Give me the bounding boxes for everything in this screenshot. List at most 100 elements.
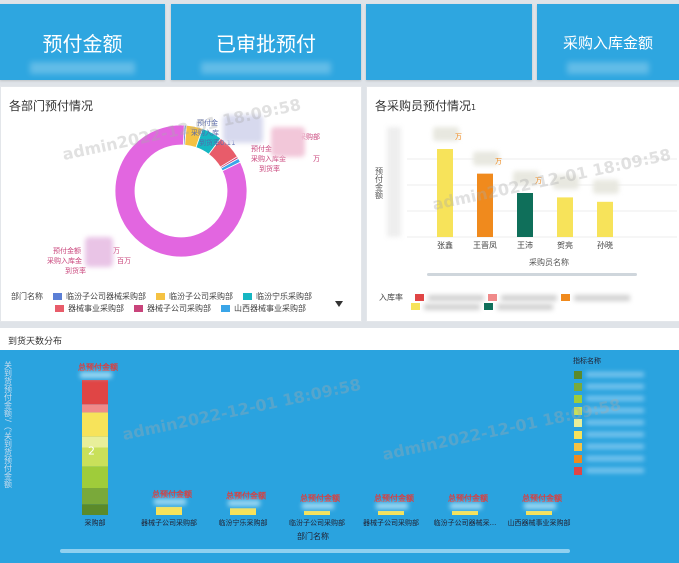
- blurred-data-value: [154, 498, 186, 505]
- blurred-y-ticks: [387, 127, 401, 237]
- legend-swatch-icon: [574, 395, 582, 403]
- data-label: 总预付金额: [448, 493, 488, 503]
- blurred-data-value: [302, 502, 334, 509]
- arrival-days-stacked-chart[interactable]: 2总预付金额采购部总预付金额器械子公司采购部总预付金额临汾宁乐采购部总预付金额临…: [0, 351, 679, 563]
- bar-segment[interactable]: [82, 404, 108, 413]
- panel-title: 到货天数分布: [8, 337, 63, 347]
- donut-slice[interactable]: [114, 124, 248, 258]
- x-tick-label: 王沛: [517, 240, 533, 250]
- legend-item-blurred[interactable]: [586, 408, 644, 413]
- bar[interactable]: [230, 508, 256, 515]
- arrival-days-header: 到货天数分布: [0, 328, 679, 350]
- legend-item-blurred[interactable]: [586, 468, 644, 473]
- tooltip-bottom-val2: 百万: [117, 257, 131, 265]
- legend-swatch-icon: [156, 293, 165, 300]
- bar[interactable]: [452, 511, 478, 515]
- bar[interactable]: [378, 511, 404, 515]
- blurred-data-value: [450, 503, 482, 509]
- data-label: 总预付金额: [300, 493, 340, 503]
- tooltip-right-line1: 预付金: [251, 144, 272, 153]
- bar-segment[interactable]: [82, 436, 108, 448]
- stock-rate-legend: 入库率: [379, 292, 630, 303]
- data-label: 总预付金额: [78, 362, 118, 372]
- tooltip-top-line3: 到货率0.11: [199, 138, 236, 147]
- legend-swatch-icon: [574, 431, 582, 439]
- bar[interactable]: [437, 149, 453, 237]
- blurred-data-value: [80, 372, 112, 378]
- panel-title-suffix: 1: [471, 103, 477, 112]
- blurred-tooltip: [271, 127, 305, 157]
- panel-title: 各部门预付情况: [9, 99, 94, 113]
- tooltip-bottom-val1: 万: [113, 247, 120, 255]
- legend-swatch-icon: [484, 303, 493, 310]
- dept-prepay-panel: 各部门预付情况 预付金 采购入库 到货率0.11 采购部 预付金 万 采购入库金…: [0, 86, 362, 322]
- blurred-data-value: [376, 503, 408, 509]
- kpi-prepay-amount[interactable]: 预付金额: [0, 4, 165, 80]
- legend-item-blurred[interactable]: [586, 456, 644, 461]
- legend-item[interactable]: 山西器械事业采购部: [234, 304, 306, 313]
- legend-item-blurred: [497, 303, 553, 310]
- dept-prepay-donut[interactable]: 预付金 采购入库 到货率0.11 采购部 预付金 万 采购入库金 万 到货率 预…: [1, 87, 361, 321]
- kpi-value-blurred: [567, 62, 649, 74]
- legend-swatch-icon: [55, 305, 64, 312]
- legend-swatch-icon: [574, 407, 582, 415]
- x-tick-label: 张鑫: [437, 240, 453, 250]
- legend-item-blurred[interactable]: [586, 384, 644, 389]
- tooltip-right-line2: 采购入库金: [251, 154, 286, 163]
- legend-item[interactable]: 临汾宁乐采购部: [256, 292, 312, 301]
- bar-segment[interactable]: [82, 412, 108, 437]
- kpi-blank[interactable]: [366, 4, 532, 80]
- legend-swatch-icon: [221, 305, 230, 312]
- legend-item[interactable]: 器械事业采购部: [68, 304, 124, 313]
- bar[interactable]: [477, 173, 493, 237]
- legend-swatch-icon: [243, 293, 252, 300]
- bar-segment[interactable]: [82, 504, 108, 515]
- bar[interactable]: [526, 511, 552, 515]
- legend-item[interactable]: 临汾子公司器械采购部: [66, 292, 146, 301]
- tooltip-right-val2: 万: [313, 155, 320, 163]
- bar[interactable]: [156, 506, 182, 515]
- legend-item-blurred[interactable]: [586, 432, 644, 437]
- data-label: 万: [455, 133, 462, 141]
- bar[interactable]: [557, 197, 573, 237]
- tooltip-top-line2: 采购入库: [191, 128, 219, 137]
- tooltip-bottom-line3: 到货率: [65, 266, 86, 275]
- stock-rate-legend-row2: [411, 303, 553, 310]
- legend-item-blurred[interactable]: [586, 396, 644, 401]
- blurred-tooltip: [85, 237, 113, 267]
- legend-item-blurred: [501, 294, 557, 301]
- legend-swatch-icon: [411, 303, 420, 310]
- bar[interactable]: [517, 193, 533, 237]
- bar[interactable]: [597, 201, 613, 237]
- legend-item-blurred[interactable]: [586, 420, 644, 425]
- legend-scroll-down-icon[interactable]: [335, 301, 343, 307]
- bar-segment[interactable]: [82, 466, 108, 488]
- data-label: 万: [495, 158, 502, 166]
- kpi-purchase-stock-amount[interactable]: 采购入库金额: [537, 4, 679, 80]
- buyer-prepay-panel: 各采购员预付情况1 张鑫 万王晋凤 万王沛 万贺亮 孙晓 预付金额 采购员名称 入库率: [366, 86, 679, 322]
- bar-segment[interactable]: [82, 380, 108, 405]
- legend-swatch-icon: [574, 371, 582, 379]
- tooltip-top-line1: 预付金: [197, 118, 218, 127]
- y-axis-label: 关到货预付金额'/（'关到货预付金额: [4, 360, 13, 489]
- bar[interactable]: [304, 510, 330, 515]
- x-tick-label: 临汾子公司采购部: [289, 518, 345, 527]
- tooltip-right-line3: 到货率: [259, 164, 280, 173]
- blurred-data-label: [473, 151, 499, 166]
- bar-segment[interactable]: [82, 488, 108, 505]
- legend-label: 部门名称: [11, 292, 43, 301]
- bar-segment[interactable]: [82, 447, 108, 467]
- tooltip-right-dept: 采购部: [299, 132, 320, 141]
- tooltip-bottom-line2: 采购入库金: [47, 256, 82, 265]
- legend-item-blurred[interactable]: [586, 444, 644, 449]
- legend-item[interactable]: 临汾子公司采购部: [169, 292, 233, 301]
- chart-scrollbar[interactable]: [427, 273, 637, 276]
- legend-item[interactable]: 器械子公司采购部: [147, 304, 211, 313]
- legend-item-blurred[interactable]: [586, 372, 644, 377]
- x-axis-label: 部门名称: [297, 531, 329, 541]
- kpi-label: 已审批预付: [216, 31, 316, 56]
- kpi-approved-prepay[interactable]: 已审批预付: [171, 4, 361, 80]
- legend-item-blurred: [574, 294, 630, 301]
- chart-scrollbar[interactable]: [60, 549, 570, 553]
